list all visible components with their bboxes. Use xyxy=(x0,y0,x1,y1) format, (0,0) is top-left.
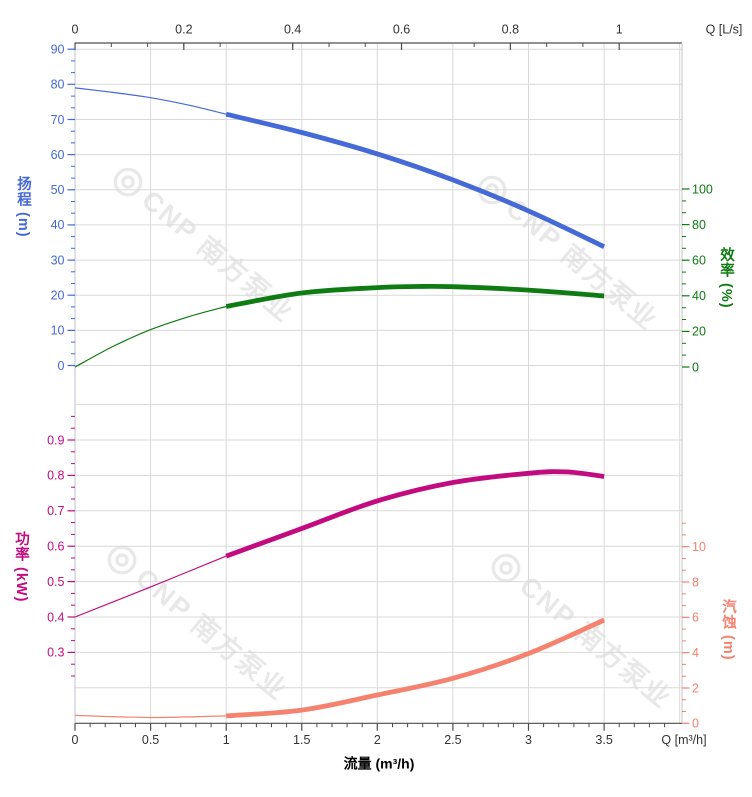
head-axis-tick-label: 90 xyxy=(51,42,65,56)
power-axis-tick-label: 0.5 xyxy=(47,575,64,589)
head-axis-title: 扬程 (m) xyxy=(15,176,31,238)
efficiency-axis-tick-label: 20 xyxy=(692,325,706,339)
npsh-axis-tick-label: 8 xyxy=(692,575,699,589)
head-axis-tick-label: 0 xyxy=(58,359,65,373)
top-axis-tick-label: 0.4 xyxy=(284,23,301,37)
power-axis-tick-label: 0.4 xyxy=(47,610,64,624)
head-axis-tick-label: 40 xyxy=(51,218,65,232)
efficiency-curve-thin xyxy=(74,305,227,368)
bottom-axis-tick-label: 2 xyxy=(374,733,381,747)
bottom-axis-tick-label: 2.5 xyxy=(444,733,461,747)
head-curve xyxy=(225,111,606,249)
top-axis-tick-label: 0.2 xyxy=(175,23,192,37)
bottom-axis-tick-label: 3 xyxy=(525,733,532,747)
bottom-axis-unit-label: Q [m³/h] xyxy=(661,733,706,747)
npsh-axis-tick-label: 6 xyxy=(692,611,699,625)
top-axis-tick-label: 1 xyxy=(616,23,623,37)
efficiency-axis-title: 效率 (%) xyxy=(718,247,734,309)
efficiency-axis-tick-label: 40 xyxy=(692,289,706,303)
power-axis-title: 功率 (kW) xyxy=(13,531,29,603)
head-axis-tick-label: 50 xyxy=(51,183,65,197)
npsh-axis-tick-label: 4 xyxy=(692,646,699,660)
efficiency-axis-tick-label: 0 xyxy=(692,360,699,374)
npsh-axis-tick-label: 10 xyxy=(692,540,706,554)
bottom-axis-tick-label: 1 xyxy=(223,733,230,747)
power-axis-tick-label: 0.3 xyxy=(47,646,64,660)
top-axis-unit-label: Q [L/s] xyxy=(706,23,743,37)
power-axis-tick-label: 0.9 xyxy=(47,433,64,447)
npsh-axis-tick-label: 0 xyxy=(692,717,699,731)
npsh-axis-title: 汽蚀 (m) xyxy=(720,599,736,661)
efficiency-curve xyxy=(225,283,605,309)
bottom-axis-tick-label: 0 xyxy=(72,733,79,747)
efficiency-axis-tick-label: 60 xyxy=(692,254,706,268)
npsh-curve-thin xyxy=(74,714,227,719)
power-axis-tick-label: 0.6 xyxy=(47,540,64,554)
bottom-axis-tick-label: 1.5 xyxy=(293,733,310,747)
power-curve xyxy=(225,469,605,559)
head-axis-tick-label: 20 xyxy=(51,289,65,303)
head-axis-tick-label: 70 xyxy=(51,113,65,127)
head-axis-tick-label: 60 xyxy=(51,148,65,162)
power-curve-thin xyxy=(74,555,227,618)
npsh-axis-tick-label: 2 xyxy=(692,681,699,695)
top-axis-tick-label: 0.8 xyxy=(502,23,519,37)
efficiency-axis-tick-label: 80 xyxy=(692,218,706,232)
npsh-curve xyxy=(226,617,606,719)
flow-axis-title: 流量 (m³/h) xyxy=(344,756,415,772)
top-axis-tick-label: 0.6 xyxy=(393,23,410,37)
bottom-axis-tick-label: 0.5 xyxy=(142,733,159,747)
power-axis-tick-label: 0.7 xyxy=(47,504,64,518)
head-axis-tick-label: 80 xyxy=(51,78,65,92)
head-axis-tick-label: 10 xyxy=(51,324,65,338)
head-axis-tick-label: 30 xyxy=(51,253,65,267)
efficiency-axis-tick-label: 100 xyxy=(692,182,713,196)
power-axis-tick-label: 0.8 xyxy=(47,469,64,483)
head-curve-thin xyxy=(74,87,227,115)
bottom-axis-tick-label: 3.5 xyxy=(595,733,612,747)
top-axis-tick-label: 0 xyxy=(72,23,79,37)
